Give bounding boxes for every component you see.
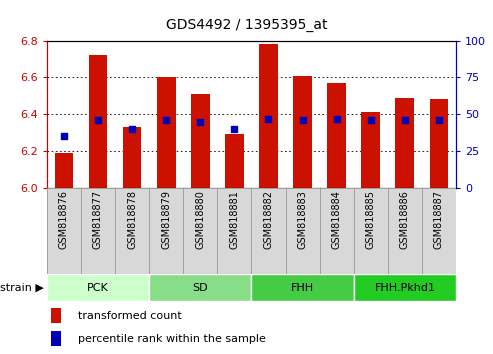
Bar [429,99,448,188]
Bar [157,78,176,188]
Point [60,133,68,139]
Bar [354,274,456,301]
Text: GSM818887: GSM818887 [434,190,444,249]
Text: FHH: FHH [291,282,314,293]
Point [230,126,238,132]
Text: GSM818879: GSM818879 [161,190,171,249]
Text: GSM818876: GSM818876 [59,190,69,249]
Bar [293,76,312,188]
Text: strain ▶: strain ▶ [0,282,44,293]
Bar [327,83,346,188]
Point [94,117,102,123]
Text: GSM818886: GSM818886 [400,190,410,249]
Point [401,117,409,123]
Bar [149,274,251,301]
Bar [225,135,244,188]
Bar [251,274,354,301]
Bar [47,274,149,301]
Point [128,126,136,132]
Point [162,117,170,123]
Text: FHH.Pkhd1: FHH.Pkhd1 [374,282,435,293]
Text: GSM818884: GSM818884 [332,190,342,249]
Text: SD: SD [192,282,208,293]
Bar [51,308,61,323]
Bar [361,112,380,188]
Text: GSM818885: GSM818885 [366,190,376,249]
Point [333,116,341,121]
Point [367,117,375,123]
Text: GSM818882: GSM818882 [263,190,274,249]
Text: transformed count: transformed count [77,310,181,321]
Text: GSM818883: GSM818883 [298,190,308,249]
Text: PCK: PCK [87,282,109,293]
Text: GSM818877: GSM818877 [93,190,103,249]
Text: GSM818880: GSM818880 [195,190,205,249]
Bar [123,127,141,188]
Text: percentile rank within the sample: percentile rank within the sample [77,333,265,343]
Text: GSM818881: GSM818881 [229,190,240,249]
Point [435,117,443,123]
Point [299,117,307,123]
Bar [89,56,107,188]
Point [196,119,204,124]
Bar [191,94,210,188]
Bar [51,331,61,346]
Bar [55,153,73,188]
Text: GSM818878: GSM818878 [127,190,137,249]
Text: GDS4492 / 1395395_at: GDS4492 / 1395395_at [166,18,327,32]
Point [265,116,273,121]
Bar [259,44,278,188]
Bar [395,98,414,188]
